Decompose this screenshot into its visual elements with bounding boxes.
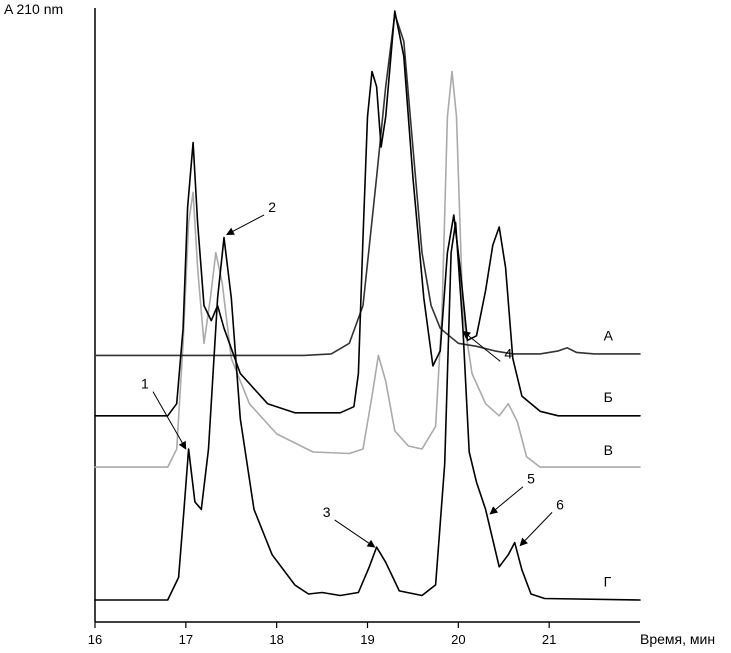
x-tick-label: 19 — [360, 632, 374, 647]
trace-line-3 — [94, 70, 641, 468]
x-axis-ticks: 16 17 18 19 20 21 — [88, 622, 556, 647]
annotation-label: 5 — [527, 471, 535, 487]
annotation-label: 6 — [556, 496, 564, 512]
trace-label: А — [604, 327, 614, 343]
peak-annotations: 1 2 3 4 5 6 — [141, 199, 564, 548]
annotation-arrow — [519, 512, 553, 547]
x-tick-label: 21 — [542, 632, 556, 647]
annotation-label: 3 — [323, 504, 331, 520]
trace-label: В — [604, 442, 613, 458]
annotation-label: 1 — [141, 376, 149, 392]
x-tick-label: 20 — [451, 632, 465, 647]
annotation-label: 2 — [268, 199, 276, 215]
annotation-label: 4 — [504, 345, 512, 361]
x-axis-label: Время, мин — [640, 631, 715, 647]
trace-line-2 — [94, 10, 641, 417]
trace-line-4 — [94, 221, 641, 601]
annotation-arrow — [334, 519, 376, 548]
chromatogram-traces — [94, 10, 641, 601]
trace-labels: А Б В Г — [604, 327, 614, 589]
annotation-arrow — [489, 486, 524, 515]
x-tick-label: 17 — [179, 632, 193, 647]
trace-line-1 — [94, 13, 641, 357]
trace-label: Г — [604, 573, 612, 589]
annotation-arrow — [152, 391, 187, 450]
annotation-arrow — [462, 330, 501, 362]
annotation-arrow — [226, 214, 265, 236]
y-axis-label: A 210 nm — [4, 1, 63, 17]
x-tick-label: 16 — [88, 632, 102, 647]
trace-label: Б — [604, 389, 613, 405]
x-tick-label: 18 — [269, 632, 283, 647]
